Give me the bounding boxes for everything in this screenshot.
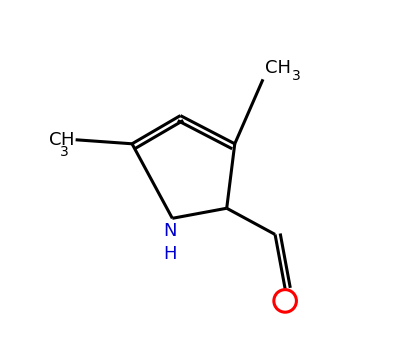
Text: CH: CH [265, 59, 291, 77]
Text: C: C [49, 131, 62, 149]
Text: 3: 3 [292, 69, 301, 82]
Text: 3: 3 [60, 145, 68, 159]
Text: N: N [163, 222, 177, 240]
Text: H: H [163, 245, 177, 262]
Text: H: H [60, 131, 73, 149]
